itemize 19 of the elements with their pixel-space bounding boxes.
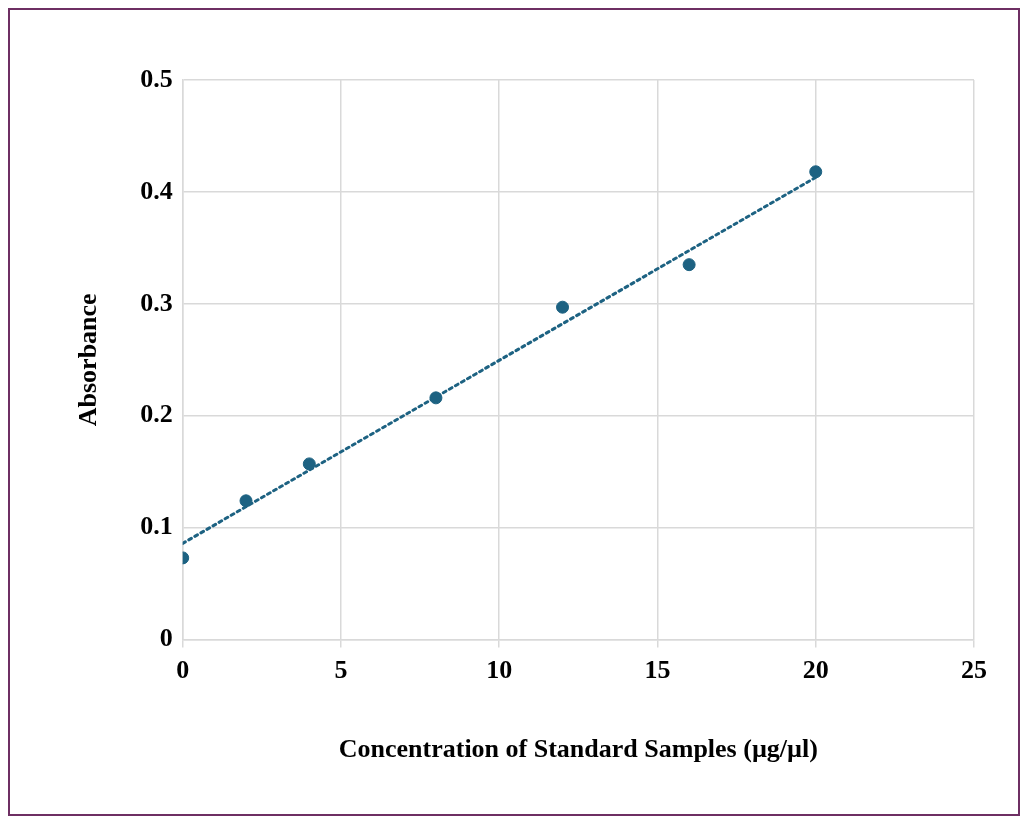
x-tick-label: 15 bbox=[644, 654, 671, 684]
y-tick-label: 0.2 bbox=[140, 399, 173, 429]
point bbox=[239, 494, 253, 508]
x-tick-label: 20 bbox=[802, 654, 829, 684]
y-tick-label: 0.1 bbox=[140, 511, 173, 541]
x-tick-label: 5 bbox=[334, 654, 348, 684]
x-axis-title: Concentration of Standard Samples (µg/µl) bbox=[338, 734, 818, 764]
x-tick-label: 10 bbox=[486, 654, 513, 684]
point bbox=[682, 258, 696, 272]
y-tick-label: 0.5 bbox=[140, 63, 173, 93]
y-tick-label: 0.3 bbox=[140, 287, 173, 317]
point bbox=[302, 457, 316, 471]
point bbox=[556, 300, 570, 314]
point bbox=[429, 391, 443, 405]
x-tick-label: 25 bbox=[961, 654, 987, 684]
y-tick-label: 0 bbox=[159, 623, 173, 653]
point bbox=[809, 165, 823, 179]
y-tick-label: 0.4 bbox=[140, 175, 173, 205]
y-axis-title: Absorbance bbox=[73, 293, 103, 427]
